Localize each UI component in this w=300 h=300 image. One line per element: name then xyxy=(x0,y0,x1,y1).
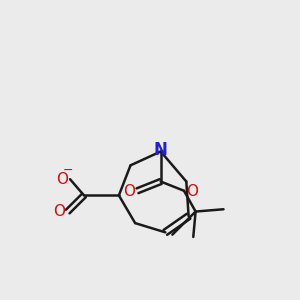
Text: N: N xyxy=(154,141,168,159)
Text: O: O xyxy=(54,204,66,219)
Text: O: O xyxy=(123,184,135,200)
Text: −: − xyxy=(62,164,73,176)
Text: O: O xyxy=(186,184,198,200)
Text: O: O xyxy=(56,172,68,187)
